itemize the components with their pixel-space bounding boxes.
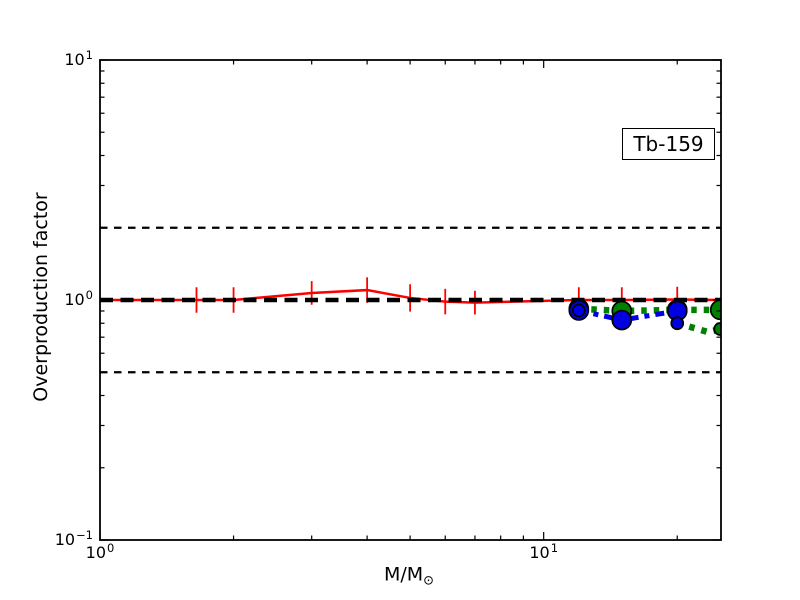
- tick-base: 10: [64, 290, 85, 309]
- tick-base: 10: [85, 543, 107, 562]
- sun-symbol-subscript: ⊙: [423, 573, 435, 589]
- x-axis-label-text: M/M: [383, 563, 424, 586]
- blue-dashdot-thick-marker: [611, 309, 633, 331]
- tick-exponent: −1: [76, 528, 93, 542]
- y-tick-label: 100: [23, 289, 93, 309]
- isotope-annotation-label: Tb-159: [633, 132, 704, 156]
- tick-base: 10: [54, 530, 76, 549]
- x-tick-label: 100: [70, 542, 130, 562]
- isotope-annotation-box: Tb-159: [622, 128, 715, 160]
- tick-exponent: 0: [107, 541, 115, 555]
- tick-exponent: 0: [85, 288, 93, 302]
- tick-base: 10: [64, 50, 85, 69]
- axis-ticks: [99, 59, 721, 541]
- tick-exponent: 1: [550, 541, 559, 555]
- x-tick-label: 101: [514, 542, 574, 562]
- blue-small-markers: [571, 303, 685, 331]
- blue-small-markers-marker: [571, 303, 586, 318]
- series-layer: [100, 226, 721, 374]
- x-axis-label: M/M⊙: [384, 564, 434, 589]
- tick-exponent: 1: [85, 48, 93, 62]
- y-axis-label: Overproduction factor: [30, 192, 52, 402]
- tick-base: 10: [529, 543, 550, 562]
- y-tick-label: 10−1: [23, 529, 93, 549]
- reference-lines: [100, 226, 721, 374]
- y-tick-label: 101: [23, 49, 93, 69]
- blue-small-markers-marker: [670, 316, 685, 331]
- green-dotted-thick-line: [578, 305, 721, 315]
- green-dotted-branch: [676, 320, 721, 336]
